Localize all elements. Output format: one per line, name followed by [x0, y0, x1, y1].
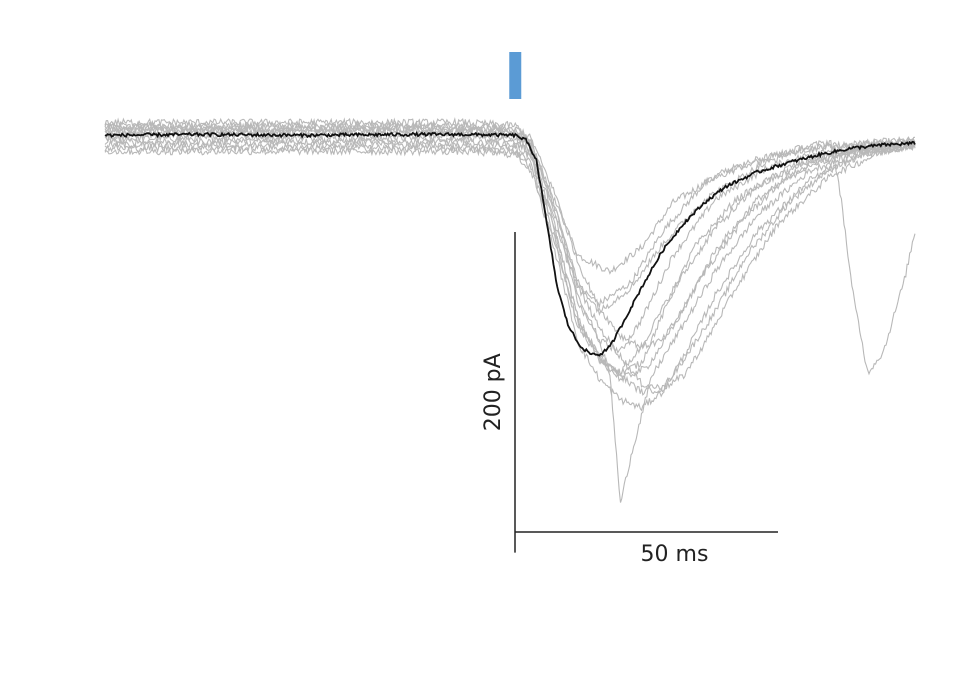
trace-3 — [104, 126, 916, 355]
trace-10 — [104, 129, 916, 396]
trace-12 — [104, 141, 916, 376]
individual-traces — [104, 116, 916, 503]
average-trace — [104, 131, 916, 357]
trace-9 — [104, 120, 916, 503]
average-trace-layer — [104, 131, 916, 357]
trace-6 — [104, 139, 916, 382]
stimulus-marker — [509, 52, 522, 99]
trace-4 — [104, 136, 916, 377]
trace-2 — [104, 133, 916, 309]
trace-8 — [104, 142, 916, 412]
x-scale-bar-label: 50 ms — [641, 542, 709, 567]
y-scale-bar-label: 200 pA — [481, 353, 506, 431]
